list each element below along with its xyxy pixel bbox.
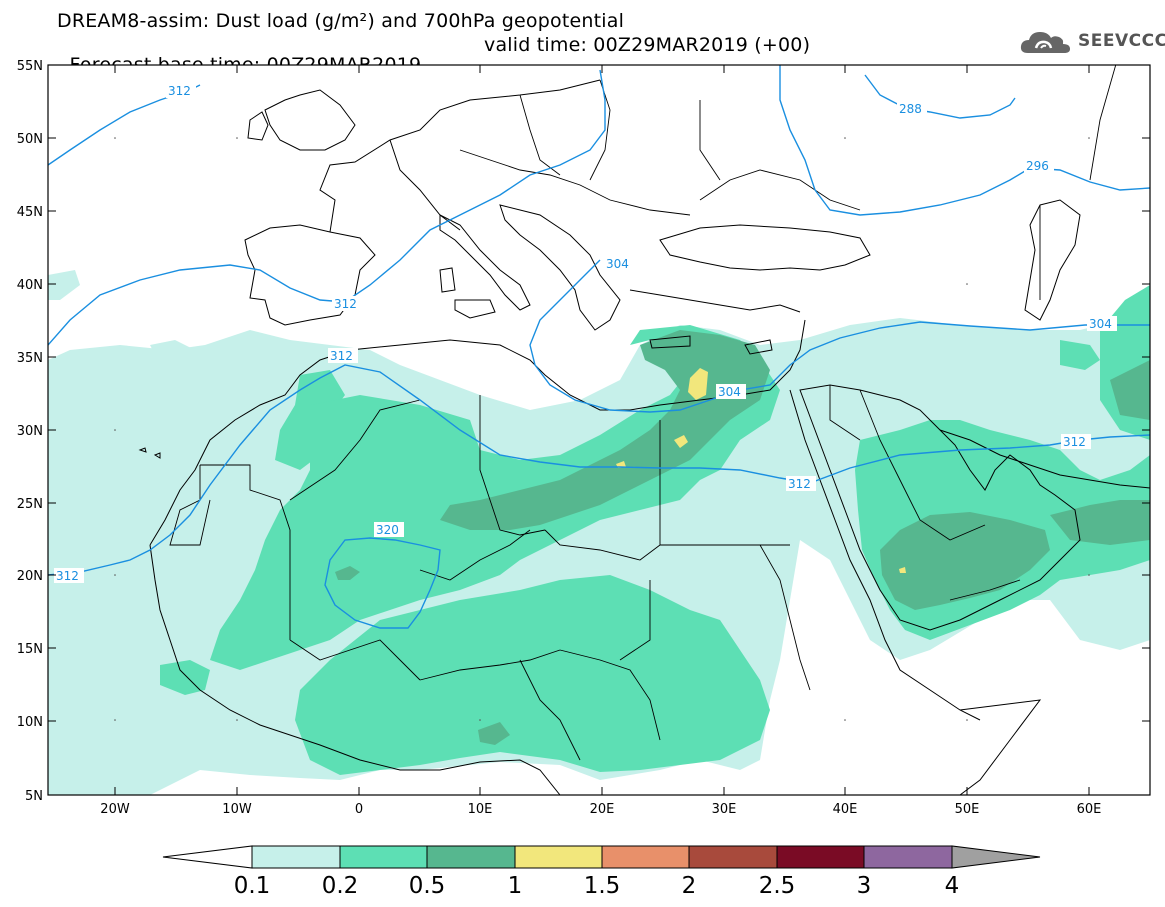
colorbar-label: 2	[682, 873, 697, 899]
lat-label: 10N	[17, 715, 43, 730]
lat-label: 55N	[17, 59, 43, 74]
colorbar-label: 2.5	[759, 873, 796, 899]
country-borders	[169, 65, 1117, 761]
colorbar-label: 0.2	[322, 873, 359, 899]
colorbar-label: 0.5	[409, 873, 446, 899]
contour-label: 304	[606, 257, 629, 271]
contour-labels: 312 288 296 304 312 304 312 304 312 312 …	[54, 83, 1117, 583]
colorbar-swatch	[426, 845, 516, 869]
contour-label: 288	[899, 102, 922, 116]
contour-label: 312	[56, 569, 79, 583]
colorbar-swatch	[251, 845, 341, 869]
colorbar-swatch	[863, 845, 953, 869]
map-title: DREAM8-assim: Dust load (g/m²) and 700hP…	[57, 10, 625, 32]
contour-label: 304	[718, 385, 741, 399]
colorbar-label: 1.5	[584, 873, 621, 899]
lat-label: 5N	[25, 789, 43, 804]
colorbar-swatch	[514, 845, 603, 869]
contour-label: 296	[1026, 159, 1049, 173]
tick-marks	[48, 64, 1150, 795]
colorbar-label: 3	[857, 873, 872, 899]
colorbar-low-arrow	[162, 845, 253, 869]
lat-label: 30N	[17, 424, 43, 439]
colorbar-swatch	[688, 845, 778, 869]
colorbar-label: 0.1	[234, 873, 271, 899]
seevccc-logo: SEEVCCC	[1018, 27, 1165, 57]
lon-label: 40E	[833, 802, 858, 817]
coastlines	[138, 79, 1150, 795]
colorbar-label: 4	[945, 873, 960, 899]
lon-label: 10W	[222, 802, 252, 817]
lat-label: 45N	[17, 205, 43, 220]
lon-label: 60E	[1077, 802, 1102, 817]
lat-label: 20N	[17, 569, 43, 584]
cloud-icon	[1020, 32, 1070, 53]
colorbar-high-arrow	[951, 845, 1041, 869]
lat-label: 40N	[17, 278, 43, 293]
logo-text: SEEVCCC	[1078, 31, 1165, 51]
colorbar-swatch	[339, 845, 428, 869]
contour-label: 304	[1089, 317, 1112, 331]
latitude-labels: 55N 50N 45N 40N 35N 30N 25N 20N 15N 10N …	[17, 59, 43, 804]
contour-label: 312	[330, 349, 353, 363]
lon-label: 0	[355, 802, 363, 817]
contour-label: 312	[788, 477, 811, 491]
contour-label: 312	[334, 297, 357, 311]
grid-dots	[114, 137, 1090, 721]
contour-label: 320	[376, 523, 399, 537]
colorbar-swatch	[776, 845, 865, 869]
dust-level-0-5	[335, 330, 1150, 745]
lat-label: 15N	[17, 642, 43, 657]
lat-label: 35N	[17, 351, 43, 366]
colorbar-label: 1	[508, 873, 523, 899]
valid-time: valid time: 00Z29MAR2019 (+00)	[484, 34, 811, 56]
lat-label: 50N	[17, 132, 43, 147]
lon-label: 50E	[955, 802, 980, 817]
lon-label: 10E	[468, 802, 493, 817]
lon-label: 20W	[100, 802, 130, 817]
longitude-labels: 20W 10W 0 10E 20E 30E 40E 50E 60E	[100, 802, 1101, 817]
contour-label: 312	[168, 84, 191, 98]
dust-level-1	[616, 368, 906, 573]
colorbar: 0.1 0.2 0.5 1 1.5 2 2.5 3 4	[162, 845, 1041, 899]
lat-label: 25N	[17, 497, 43, 512]
lon-label: 30E	[712, 802, 737, 817]
lon-label: 20E	[590, 802, 615, 817]
contour-label: 312	[1063, 435, 1086, 449]
colorbar-swatch	[601, 845, 690, 869]
